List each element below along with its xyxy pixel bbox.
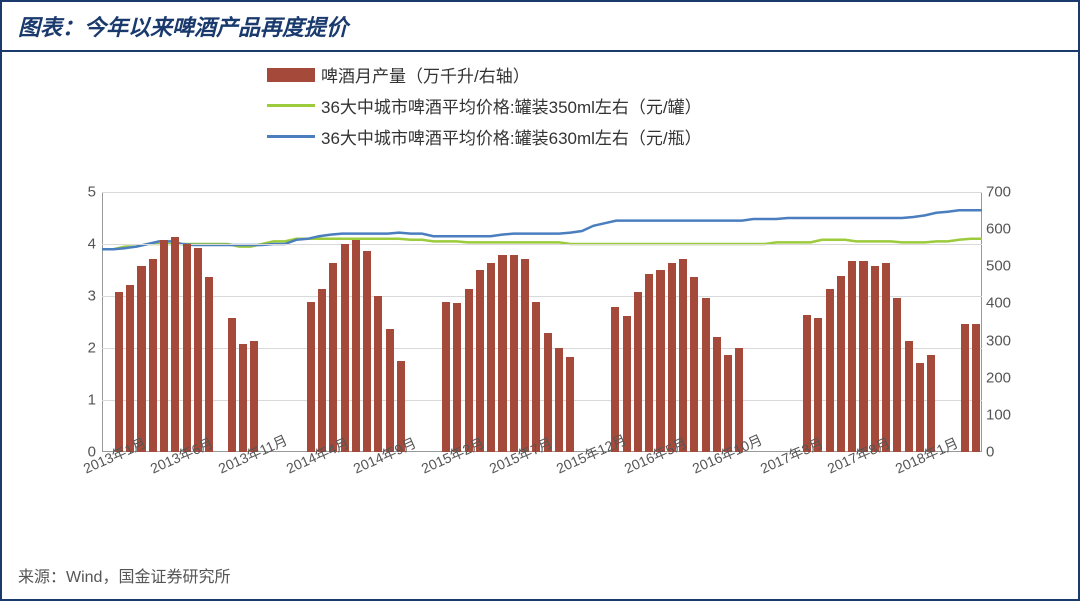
- y-axis-right: [981, 192, 982, 452]
- legend-label-green: 36大中城市啤酒平均价格:罐装350ml左右（元/罐）: [321, 93, 702, 118]
- bar: [307, 302, 315, 452]
- bar: [374, 296, 382, 452]
- bar: [239, 344, 247, 452]
- bar: [859, 261, 867, 452]
- bar: [634, 292, 642, 452]
- bar: [916, 363, 924, 452]
- legend: 啤酒月产量（万千升/右轴） 36大中城市啤酒平均价格:罐装350ml左右（元/罐…: [267, 62, 702, 155]
- legend-item-bar: 啤酒月产量（万千升/右轴）: [267, 62, 702, 87]
- bar: [250, 341, 258, 452]
- y-right-tick: 200: [986, 369, 1020, 386]
- bar: [329, 263, 337, 452]
- bar: [566, 357, 574, 452]
- y-right-tick: 500: [986, 258, 1020, 275]
- chart-frame: 图表：今年以来啤酒产品再度提价 啤酒月产量（万千升/右轴） 36大中城市啤酒平均…: [0, 0, 1080, 601]
- bar: [149, 259, 157, 452]
- bar: [893, 298, 901, 452]
- bar: [228, 318, 236, 452]
- bar: [115, 292, 123, 452]
- legend-item-green: 36大中城市啤酒平均价格:罐装350ml左右（元/罐）: [267, 93, 702, 118]
- bar: [386, 329, 394, 452]
- x-tick-label: 2017年3月: [757, 433, 826, 478]
- bar: [927, 355, 935, 452]
- bar: [194, 248, 202, 452]
- legend-label-blue: 36大中城市啤酒平均价格:罐装630ml左右（元/瓶）: [321, 124, 702, 149]
- gridline: [102, 192, 982, 193]
- x-tick-label: 2015年12月: [553, 430, 629, 479]
- bar: [521, 259, 529, 452]
- bar: [498, 255, 506, 452]
- title-bar: 图表：今年以来啤酒产品再度提价: [2, 2, 1078, 52]
- bar: [871, 266, 879, 452]
- source-text: 来源：Wind，国金证券研究所: [18, 563, 230, 587]
- y-right-tick: 600: [986, 221, 1020, 238]
- y-right-tick: 300: [986, 332, 1020, 349]
- bar: [318, 289, 326, 452]
- bar: [905, 341, 913, 452]
- bar: [713, 337, 721, 452]
- bar: [623, 316, 631, 452]
- bar: [442, 302, 450, 452]
- y-right-tick: 0: [986, 444, 1020, 461]
- bar: [352, 240, 360, 452]
- bar: [668, 263, 676, 452]
- bar: [205, 277, 213, 452]
- bar: [453, 303, 461, 452]
- y-axis-left: [102, 192, 103, 452]
- bar: [848, 261, 856, 452]
- bar: [341, 244, 349, 452]
- bar: [814, 318, 822, 452]
- bar: [837, 276, 845, 452]
- bar: [487, 263, 495, 452]
- bar: [183, 244, 191, 452]
- y-left-tick: 1: [72, 392, 96, 409]
- y-left-tick: 2: [72, 340, 96, 357]
- bar: [137, 266, 145, 452]
- y-left-tick: 5: [72, 184, 96, 201]
- bar: [972, 324, 980, 452]
- chart-title: 图表：今年以来啤酒产品再度提价: [18, 15, 348, 40]
- bar: [363, 251, 371, 452]
- y-right-tick: 100: [986, 406, 1020, 423]
- bar: [645, 274, 653, 452]
- bar: [126, 285, 134, 452]
- line-swatch-blue: [267, 135, 315, 138]
- bar: [171, 237, 179, 452]
- bar: [803, 315, 811, 452]
- legend-item-blue: 36大中城市啤酒平均价格:罐装630ml左右（元/瓶）: [267, 124, 702, 149]
- bar: [702, 298, 710, 452]
- line-swatch-green: [267, 104, 315, 107]
- legend-label-bar: 啤酒月产量（万千升/右轴）: [321, 62, 530, 87]
- chart-area: 01234501002003004005006007002013年1月2013年…: [62, 192, 1022, 492]
- bar: [679, 259, 687, 452]
- bar: [532, 302, 540, 452]
- bar: [690, 277, 698, 452]
- y-right-tick: 400: [986, 295, 1020, 312]
- bar: [882, 263, 890, 452]
- bar: [961, 324, 969, 452]
- bar: [160, 240, 168, 452]
- bar: [465, 289, 473, 452]
- bar: [724, 355, 732, 452]
- gridline: [102, 244, 982, 245]
- y-left-tick: 3: [72, 288, 96, 305]
- bar-swatch: [267, 68, 315, 82]
- plot: 01234501002003004005006007002013年1月2013年…: [102, 192, 982, 452]
- bar: [656, 270, 664, 452]
- y-left-tick: 4: [72, 236, 96, 253]
- bar: [476, 270, 484, 452]
- bar: [826, 289, 834, 452]
- bar: [555, 348, 563, 452]
- y-right-tick: 700: [986, 184, 1020, 201]
- bar: [510, 255, 518, 452]
